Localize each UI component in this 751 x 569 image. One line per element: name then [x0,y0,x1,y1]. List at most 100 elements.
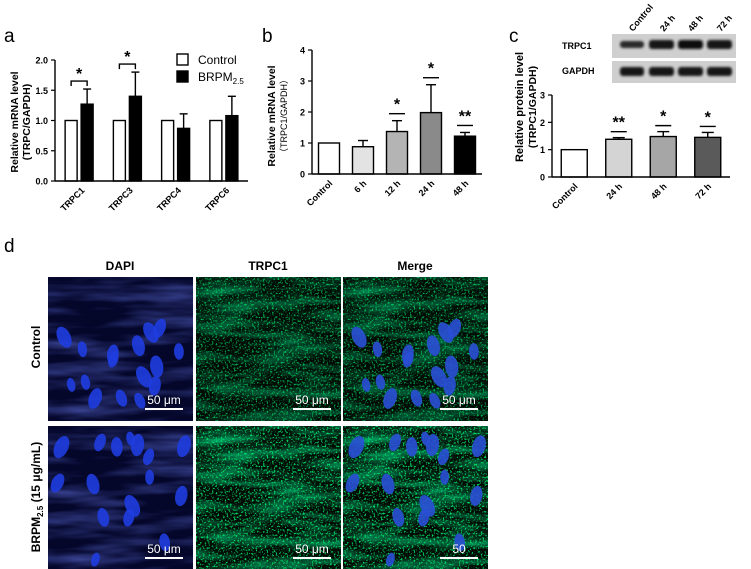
blot-band [707,67,732,76]
nucleus [381,473,395,495]
x-tick-label: 72 h [693,181,713,201]
nucleus [471,435,486,458]
micrograph-merge-brpm: 50 [343,426,488,569]
scale-bar-label: 50 [452,542,466,556]
nucleus [375,374,386,390]
scale-bar-label: 50 μm [442,393,476,407]
column-title-merge: Merge [397,259,433,273]
y-tick-label: 2.0 [35,56,48,66]
y-tick-label: 3 [300,77,305,87]
y-tick-label: 1 [300,139,305,149]
nucleus [88,388,103,409]
nucleus [348,436,365,459]
nucleus [175,485,188,507]
y-tick-label: 1.0 [35,116,48,126]
micrograph-dapi-control: 50 μm [48,277,193,421]
nucleus [130,433,145,457]
nucleus [468,343,479,360]
nucleus [150,355,164,378]
nucleus [176,435,191,458]
panel-a-legend: Control BRPM2.5 [176,53,244,86]
nucleus [438,322,454,343]
blot-band [649,40,674,49]
x-tick-label: TRPC1 [59,185,87,213]
significance-mark: * [705,109,712,126]
y-tick-label: 2 [540,118,545,128]
blot-band [649,67,674,76]
nucleus [454,533,466,552]
x-tick-label: Control [305,178,335,208]
blot-band [620,67,644,76]
bar [560,148,588,178]
panel-a-ylabel-line1: Relative mRNA level [9,71,21,172]
panel-label-c: c [509,26,519,47]
y-tick-label: 2 [300,108,305,118]
bar [225,114,239,182]
nucleus [143,322,159,343]
x-tick-label: TRPC3 [107,185,135,213]
blot-row-label-trpc1: TRPC1 [562,41,592,51]
significance-mark: * [660,109,667,126]
x-tick-label: Control [550,181,580,211]
blot-lane-label: 48 h [686,13,705,33]
panel-b-ylabel-line2: （TRPC1/GAPDH） [279,75,289,157]
legend-brpm-sub: 2.5 [233,77,245,86]
panel-a-significance: ** [70,49,137,87]
panel-b-significance: **** [389,61,473,127]
y-tick-label: 0.0 [35,177,48,187]
panel-a-ylabel-line2: (TRPC/GAPDH) [21,84,33,160]
x-tick-label: 6 h [352,178,368,194]
nucleus [437,448,450,466]
bar [694,136,722,178]
x-tick-label: TRPC6 [203,185,231,213]
x-tick-label: 48 h [451,178,471,198]
panel-c-x-axis: Control 24 h 48 h 72 h [550,176,730,211]
row-label-control: Control [29,326,43,369]
significance-bracket [70,80,88,87]
nucleus [419,495,436,517]
panel-d-micrographs: DAPI TRPC1 Merge Control BRPM2.5 (15 μg/… [29,259,488,569]
nucleus [426,335,440,357]
nucleus [94,433,106,452]
legend-label-brpm: BRPM2.5 [198,70,244,86]
blot-lane-label: 72 h [715,13,734,33]
nucleus [131,335,145,357]
nucleus [115,389,128,407]
panel-b-chart: Relative mRNA level （TRPC1/GAPDH） 01234 … [266,46,482,208]
blot-band [620,41,644,48]
legend-brpm-main: BRPM [198,70,233,84]
nucleus [410,389,423,407]
nucleus [77,341,88,358]
scale-bar-label: 50 μm [147,393,181,407]
panel-a-bars [64,71,239,182]
bar [385,130,409,175]
x-tick-label: 12 h [383,178,403,198]
significance-mark: * [76,66,83,83]
nucleus [440,469,450,485]
x-tick-label: 48 h [649,181,669,201]
significance-mark: * [394,97,401,114]
y-tick-label: 1.5 [35,86,48,96]
y-tick-label: 0 [300,170,305,180]
nucleus [66,377,76,392]
legend-swatch-brpm [176,70,189,83]
bar [80,103,94,182]
bar [176,127,191,182]
bar [317,142,341,175]
bar [209,119,223,182]
nucleus [142,448,155,466]
nucleus [50,473,65,493]
y-tick-label: 1 [540,145,545,155]
panel-a-x-axis: TRPC1 TRPC3 TRPC4 TRPC6 [55,180,248,213]
nucleus [173,343,184,360]
panel-a-y-axis: 0.0 0.5 1.0 1.5 2.0 [35,56,56,187]
nucleus [430,366,448,388]
y-tick-label: 0.5 [35,146,48,156]
nucleus [406,437,418,457]
nucleus [111,437,123,457]
panel-c-ylabel-line1: Relative protein level [514,52,526,162]
significance-mark: ** [613,115,626,132]
nucleus [429,392,441,409]
micrograph-trpc1-brpm: 50 μm [196,426,341,569]
